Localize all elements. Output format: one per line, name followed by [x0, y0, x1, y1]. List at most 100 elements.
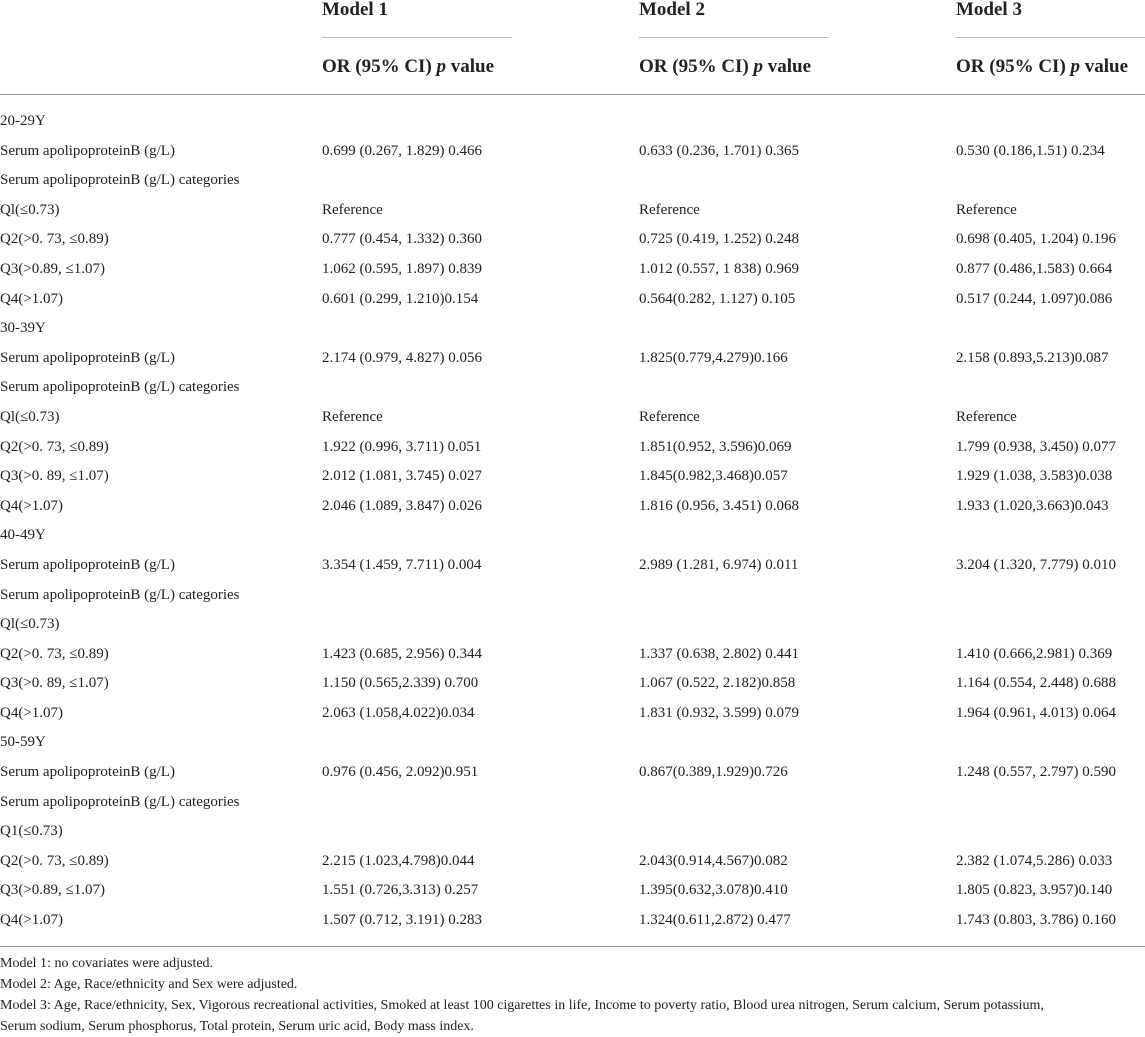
row-label: Ql(≤0.73): [0, 201, 60, 218]
table-row: 40-49Y: [0, 521, 1145, 551]
row-label: Q3(>0. 89, ≤1.07): [0, 675, 109, 692]
model-2-header: Model 2: [639, 0, 705, 20]
row-label: Q3(>0.89, ≤1.07): [0, 260, 106, 277]
model-2-underline: [639, 37, 828, 38]
footnote-model-1: Model 1: no covariates were adjusted.: [0, 956, 214, 971]
row-label: Serum apolipoproteinB (g/L) categories: [0, 172, 240, 189]
model-3-value: 1.929 (1.038, 3.583)0.038: [956, 468, 1113, 485]
table-row: Ql(≤0.73) Reference Reference Reference: [0, 196, 1145, 226]
model-1-value: 1.423 (0.685, 2.956) 0.344: [322, 645, 482, 662]
model-1-value: 3.354 (1.459, 7.711) 0.004: [322, 556, 482, 573]
model-1-value: Reference: [322, 408, 383, 425]
table-row: Ql(≤0.73) Reference Reference Reference: [0, 403, 1145, 433]
model-2-subheader: OR (95% CI) p value: [639, 57, 811, 77]
model-2-value: 1.851(0.952, 3.596)0.069: [639, 438, 792, 455]
row-label: Q3(>0. 89, ≤1.07): [0, 468, 109, 485]
table-row: Q3(>0. 89, ≤1.07) 2.012 (1.081, 3.745) 0.…: [0, 462, 1145, 492]
header-divider: [0, 94, 1145, 95]
model-3-value: 1.933 (1.020,3.663)0.043: [956, 497, 1109, 514]
model-2-value: 0.564(0.282, 1.127) 0.105: [639, 290, 796, 307]
model-3-header: Model 3: [956, 0, 1022, 20]
model-3-value: 0.517 (0.244, 1.097)0.086: [956, 290, 1113, 307]
row-label: Q2(>0. 73, ≤0.89): [0, 645, 109, 662]
model-2-value: 1.816 (0.956, 3.451) 0.068: [639, 497, 799, 514]
table-row: Q4(>1.07) 0.601 (0.299, 1.210)0.154 0.564(…: [0, 285, 1145, 315]
model-1-value: 0.699 (0.267, 1.829) 0.466: [322, 142, 482, 159]
model-2-value: 1.337 (0.638, 2.802) 0.441: [639, 645, 799, 662]
model-2-value: 2.989 (1.281, 6.974) 0.011: [639, 556, 799, 573]
model-3-value: Reference: [956, 408, 1017, 425]
model-2-value: 0.867(0.389,1.929)0.726: [639, 764, 788, 781]
row-label: Serum apolipoproteinB (g/L) categories: [0, 586, 240, 603]
table-row: Q3(>0. 89, ≤1.07) 1.150 (0.565,2.339) 0.7…: [0, 669, 1145, 699]
model-2-value: 0.633 (0.236, 1.701) 0.365: [639, 142, 799, 159]
model-1-value: 2.046 (1.089, 3.847) 0.026: [322, 497, 482, 514]
model-1-header: Model 1: [322, 0, 388, 20]
table-row: Q2(>0. 73, ≤0.89) 1.922 (0.996, 3.711) 0.…: [0, 433, 1145, 463]
model-2-value: 1.831 (0.932, 3.599) 0.079: [639, 704, 799, 721]
row-label: Q4(>1.07): [0, 290, 64, 307]
row-label: 20-29Y: [0, 113, 46, 129]
model-1-subheader: OR (95% CI) p value: [322, 57, 494, 77]
row-label: Q4(>1.07): [0, 912, 64, 929]
model-1-value: 0.777 (0.454, 1.332) 0.360: [322, 231, 482, 248]
table-row: 50-59Y: [0, 728, 1145, 758]
table-row: Serum apolipoproteinB (g/L) categories: [0, 788, 1145, 818]
row-label: Q2(>0. 73, ≤0.89): [0, 438, 109, 455]
model-3-subheader: OR (95% CI) p value: [956, 57, 1128, 77]
model-3-value: 0.877 (0.486,1.583) 0.664: [956, 260, 1113, 277]
table-row: Q3(>0.89, ≤1.07) 1.062 (0.595, 1.897) 0.8…: [0, 255, 1145, 285]
model-3-value: Reference: [956, 201, 1017, 218]
model-2-value: Reference: [639, 408, 700, 425]
row-label: Q1(≤0.73): [0, 823, 63, 840]
model-2-value: 0.725 (0.419, 1.252) 0.248: [639, 231, 799, 248]
row-label: Q4(>1.07): [0, 704, 64, 721]
table-row: Q3(>0.89, ≤1.07) 1.551 (0.726,3.313) 0.25…: [0, 876, 1145, 906]
footnote-model-2: Model 2: Age, Race/ethnicity and Sex wer…: [0, 977, 298, 992]
row-label: Serum apolipoproteinB (g/L) categories: [0, 793, 240, 810]
model-3-value: 1.964 (0.961, 4.013) 0.064: [956, 704, 1116, 721]
footnote-model-3: Model 3: Age, Race/ethnicity, Sex, Vigor…: [0, 998, 1044, 1013]
table-row: Serum apolipoproteinB (g/L) 3.354 (1.459,…: [0, 551, 1145, 581]
row-label: Q4(>1.07): [0, 497, 64, 514]
model-1-value: Reference: [322, 201, 383, 218]
model-3-value: 2.382 (1.074,5.286) 0.033: [956, 852, 1113, 869]
subheader-prefix: OR (95% CI): [639, 56, 754, 77]
model-1-value: 1.062 (0.595, 1.897) 0.839: [322, 260, 482, 277]
row-label: Serum apolipoproteinB (g/L): [0, 142, 175, 159]
subheader-prefix: OR (95% CI): [956, 56, 1071, 77]
model-2-value: 1.395(0.632,3.078)0.410: [639, 882, 788, 899]
model-1-value: 1.507 (0.712, 3.191) 0.283: [322, 912, 482, 929]
model-1-value: 2.174 (0.979, 4.827) 0.056: [322, 349, 482, 366]
subheader-prefix: OR (95% CI): [322, 56, 437, 77]
table-row: Q4(>1.07) 2.063 (1.058,4.022)0.034 1.831 (…: [0, 699, 1145, 729]
model-1-value: 1.551 (0.726,3.313) 0.257: [322, 882, 479, 899]
model-3-underline: [956, 37, 1145, 38]
model-3-value: 0.698 (0.405, 1.204) 0.196: [956, 231, 1116, 248]
row-label: 40-49Y: [0, 527, 46, 544]
table-row: Q1(≤0.73): [0, 817, 1145, 847]
row-label: Q3(>0.89, ≤1.07): [0, 882, 106, 899]
model-3-value: 2.158 (0.893,5.213)0.087: [956, 349, 1109, 366]
table-footnotes: Model 1: no covariates were adjusted. Mo…: [0, 953, 1145, 1037]
table-row: Serum apolipoproteinB (g/L) 2.174 (0.979,…: [0, 344, 1145, 374]
table-row: Serum apolipoproteinB (g/L) 0.699 (0.267,…: [0, 137, 1145, 167]
subheader-p-italic: p: [753, 56, 764, 77]
table-row: 30-39Y: [0, 314, 1145, 344]
table-row: 20-29Y: [0, 107, 1145, 137]
model-3-value: 1.164 (0.554, 2.448) 0.688: [956, 675, 1116, 692]
model-2-value: 2.043(0.914,4.567)0.082: [639, 852, 788, 869]
model-2-value: 1.324(0.611,2.872) 0.477: [639, 912, 791, 929]
row-label: Ql(≤0.73): [0, 408, 60, 425]
table-row: Serum apolipoproteinB (g/L) categories: [0, 166, 1145, 196]
subheader-suffix: value: [446, 56, 495, 77]
row-label: Serum apolipoproteinB (g/L) categories: [0, 379, 240, 396]
model-2-value: 1.067 (0.522, 2.182)0.858: [639, 675, 796, 692]
table-row: Q2(>0. 73, ≤0.89) 2.215 (1.023,4.798)0.04…: [0, 847, 1145, 877]
table-row: Serum apolipoproteinB (g/L) 0.976 (0.456,…: [0, 758, 1145, 788]
model-3-value: 1.410 (0.666,2.981) 0.369: [956, 645, 1113, 662]
row-label: Serum apolipoproteinB (g/L): [0, 764, 175, 781]
table-row: Q4(>1.07) 1.507 (0.712, 3.191) 0.283 1.324…: [0, 906, 1145, 936]
table-body: 20-29Y Serum apolipoproteinB (g/L) 0.699 (…: [0, 107, 1145, 936]
